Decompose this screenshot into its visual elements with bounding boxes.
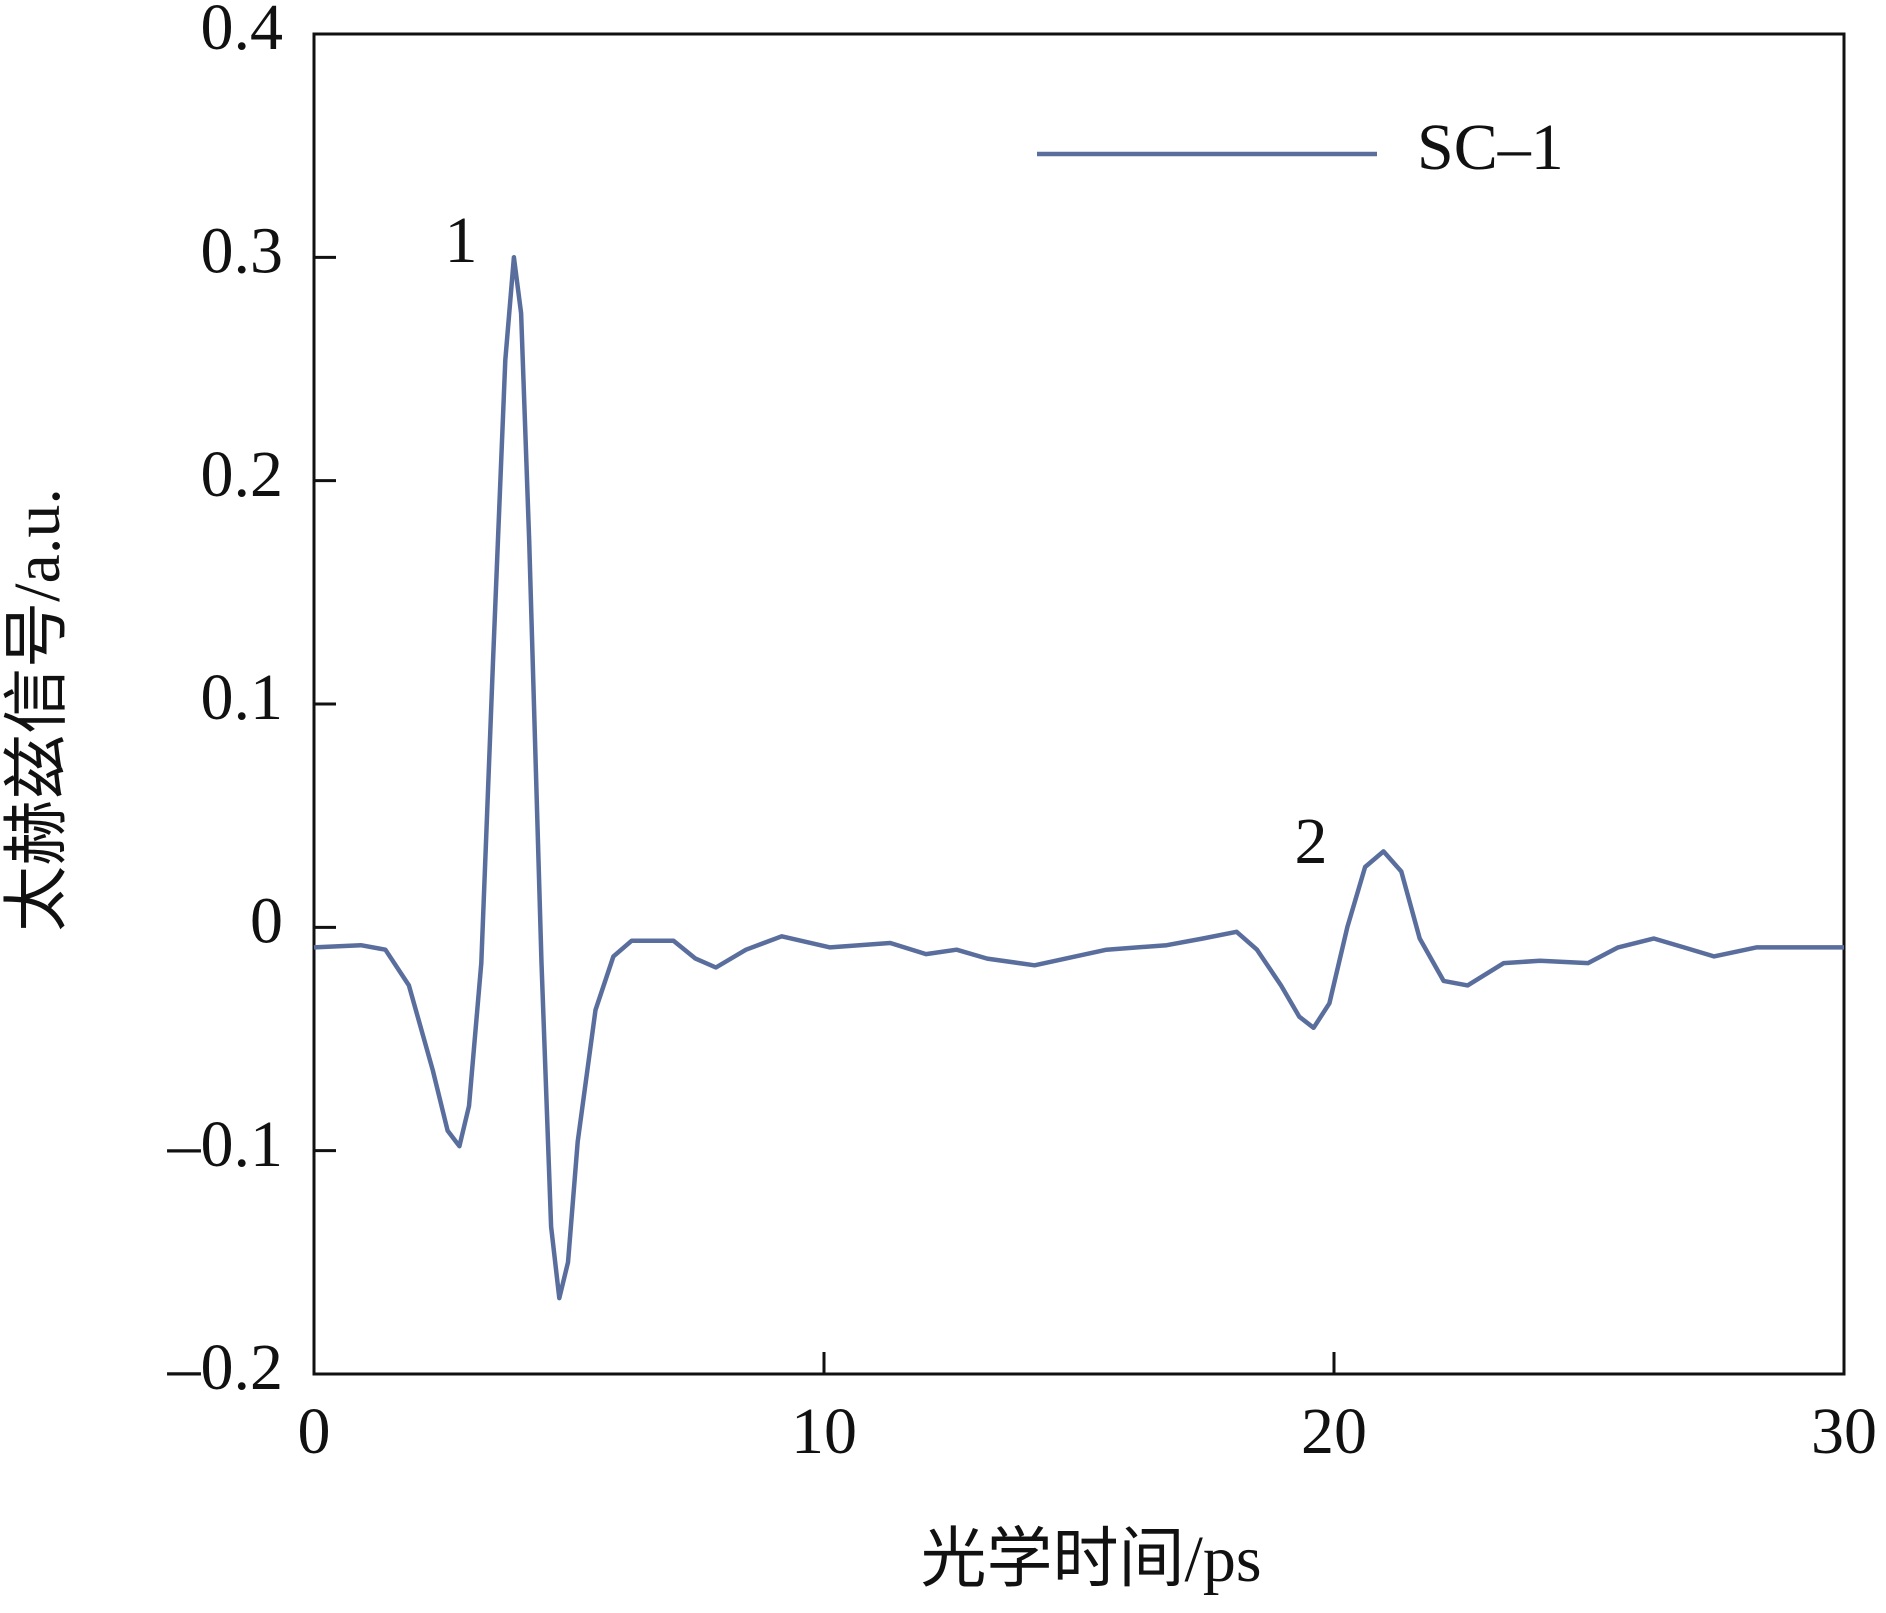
data-line bbox=[313, 255, 1844, 1301]
y-tick-label: –0.2 bbox=[167, 1331, 284, 1404]
plot-frame bbox=[312, 32, 1846, 1376]
x-tick-label: 0 bbox=[298, 1395, 331, 1468]
y-axis-title: 太赫兹信号/a.u. bbox=[1, 488, 74, 932]
x-tick-label: 20 bbox=[1301, 1395, 1367, 1468]
y-tick-label: 0.2 bbox=[201, 438, 284, 511]
y-tick-label: 0.4 bbox=[201, 0, 284, 64]
annotation: 1 bbox=[445, 204, 478, 277]
legend-label: SC–1 bbox=[1417, 111, 1564, 184]
y-tick-label: 0.3 bbox=[201, 214, 284, 287]
y-tick-label: 0.1 bbox=[201, 661, 284, 734]
y-tick-label: 0 bbox=[250, 884, 283, 957]
y-tick-label: –0.1 bbox=[167, 1108, 284, 1181]
x-tick-label: 30 bbox=[1811, 1395, 1877, 1468]
x-tick-label: 10 bbox=[791, 1395, 857, 1468]
x-axis-title: 光学时间/ps bbox=[920, 1523, 1261, 1596]
annotation: 2 bbox=[1295, 805, 1328, 878]
